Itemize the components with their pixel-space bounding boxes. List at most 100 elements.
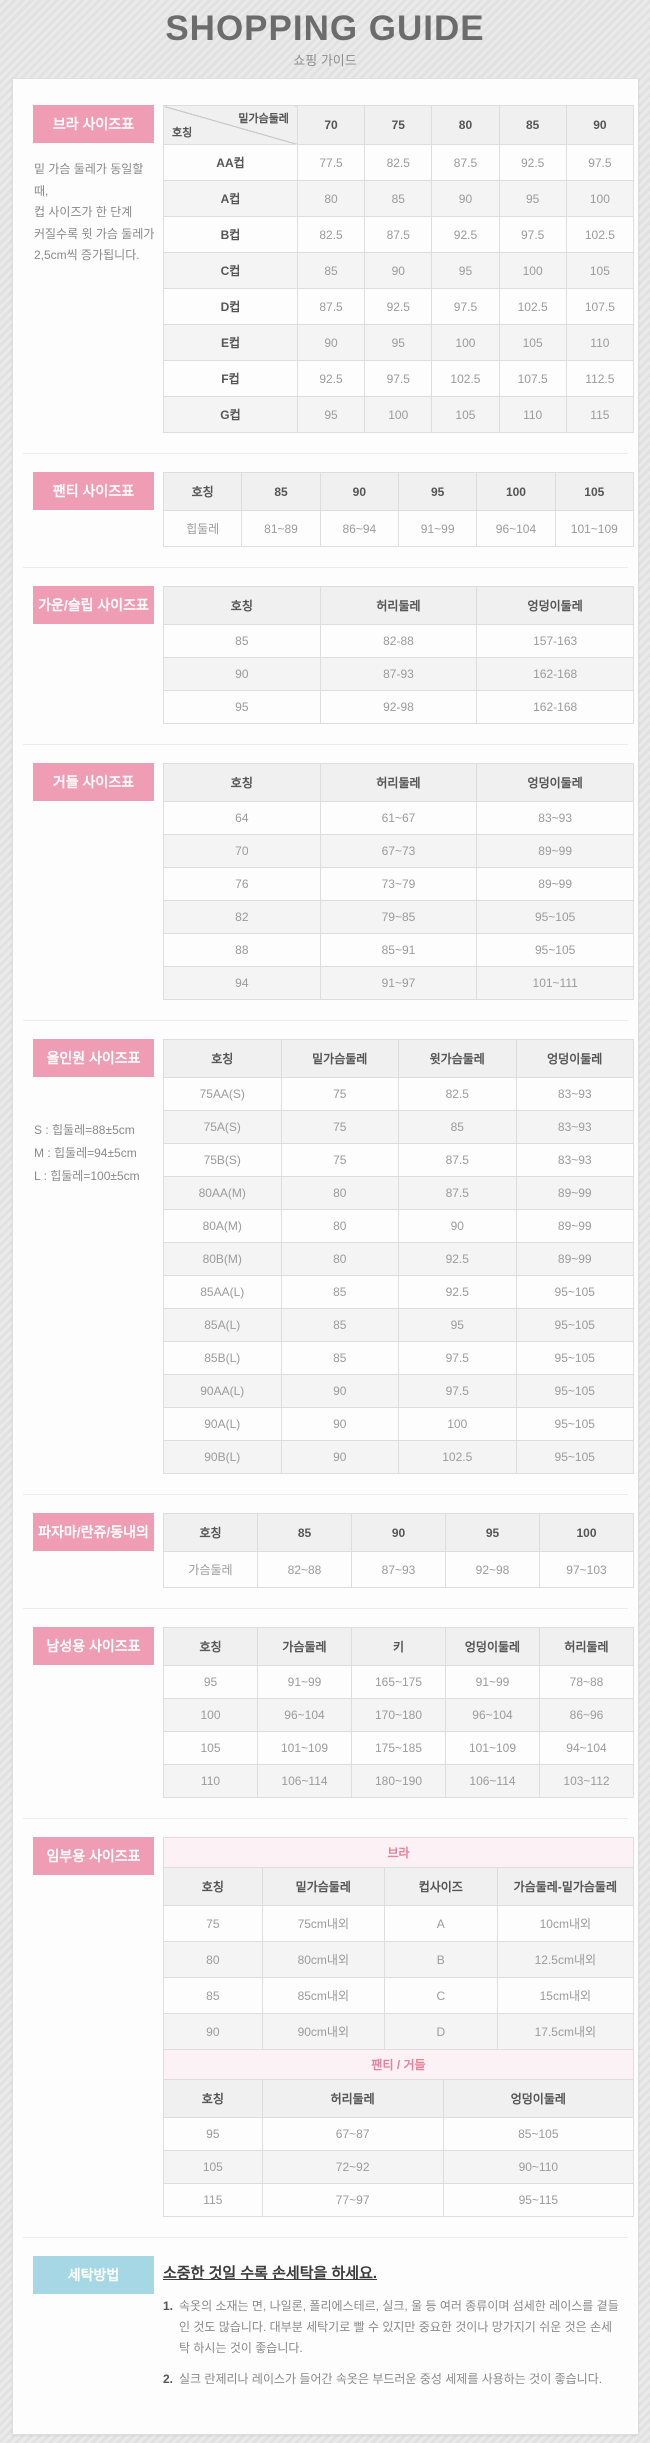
panty-size-table: 호칭 85 90 95 100 105 힙둘레 81~89 86~94 91~99 96~104 1… — [162, 472, 635, 547]
cell-value: 80 — [280, 1242, 399, 1276]
bra-note-line: 2,5cm씩 증가됩니다. — [34, 248, 140, 263]
washing-item: 1. 속옷의 소재는 면, 나일론, 폴리에스테르, 실크, 울 등 여러 종류… — [163, 2296, 620, 2359]
table-row: 76 73~79 89~99 — [163, 867, 634, 901]
cell-value: 100 — [565, 180, 635, 217]
row-label: 90 — [163, 2013, 263, 2050]
cell-value: 90 — [280, 1440, 399, 1474]
cell-value: 82.5 — [296, 216, 366, 253]
cell-value: 87~93 — [351, 1551, 446, 1588]
section-divider — [23, 1494, 628, 1495]
cell-value: 82~88 — [257, 1551, 352, 1588]
column-header: 75 — [364, 105, 433, 145]
content-panel: 브라 사이즈표 밑 가슴 둘레가 동일할 때, 컵 사이즈가 한 단계 커질수록… — [12, 78, 639, 2435]
cell-value: 95 — [498, 180, 567, 217]
row-label: 90B(L) — [163, 1440, 282, 1474]
row-label: B컵 — [163, 216, 298, 253]
cell-value: 106~114 — [257, 1764, 352, 1798]
washing-heading: 소중한 것일 수록 손세탁을 하세요. — [163, 2265, 378, 2282]
section-divider — [23, 567, 628, 568]
cell-value: 165~175 — [351, 1665, 446, 1699]
cell-value: 80cm내외 — [261, 1941, 385, 1978]
cell-value: 95~105 — [515, 1341, 634, 1375]
row-label: 70 — [163, 834, 321, 868]
section-label-panty: 팬티 사이즈표 — [33, 472, 154, 510]
cell-value: 67~73 — [319, 834, 478, 868]
column-header: 가슴둘레-밑가슴둘레 — [496, 1867, 635, 1906]
table-row: 105 72~92 90~110 — [163, 2150, 635, 2184]
cell-value: 106~114 — [445, 1764, 540, 1798]
section-washing-side: 세탁방법 — [13, 2256, 163, 2294]
cell-value: 170~180 — [351, 1698, 446, 1732]
cell-value: 72~92 — [261, 2150, 444, 2184]
table-row: 힙둘레 81~89 86~94 91~99 96~104 101~109 — [162, 510, 635, 547]
table-row: 105 101~109 175~185 101~109 94~104 — [163, 1731, 634, 1765]
column-header: 85 — [498, 105, 567, 145]
column-header: 85 — [257, 1513, 352, 1552]
cell-value: 97.5 — [498, 216, 567, 253]
section-divider — [23, 1818, 628, 1819]
cell-value: 91~97 — [319, 966, 478, 1000]
table-row: D컵 87.5 92.5 97.5 102.5 107.5 — [163, 288, 635, 325]
cell-value: 75 — [280, 1077, 399, 1111]
cell-value: 95~115 — [442, 2183, 635, 2217]
row-label: 80B(M) — [163, 1242, 282, 1276]
cell-value: 92.5 — [296, 360, 366, 397]
cell-value: 81~89 — [241, 510, 321, 547]
cell-value: 90 — [280, 1374, 399, 1408]
maternity-bra-table: 브라 호칭 밑가슴둘레 컵사이즈 가슴둘레-밑가슴둘레 75 75cm내외 A 10cm내외… — [163, 1837, 635, 2050]
cell-value: 86~94 — [319, 510, 399, 547]
bra-note-line: 커질수록 윗 가슴 둘레가 — [34, 226, 155, 241]
cell-value: 75 — [280, 1110, 399, 1144]
column-header: 허리둘레 — [319, 586, 478, 625]
cell-value: 105 — [498, 324, 567, 361]
section-allinone-side: 올인원 사이즈표 S : 힙둘레=88±5cm M : 힙둘레=94±5cm L… — [13, 1039, 163, 1187]
table-row: 90 90cm내외 D 17.5cm내외 — [163, 2013, 635, 2050]
row-label: 가슴둘레 — [163, 1551, 258, 1588]
table-row: 90 87-93 162-168 — [163, 657, 634, 691]
row-label: 75 — [163, 1905, 263, 1942]
cell-value: 95 — [364, 324, 433, 361]
column-header: 호칭 — [163, 2079, 263, 2118]
table-row: 75AA(S) 75 82.5 83~93 — [163, 1077, 634, 1111]
washing-item-number: 2. — [163, 2372, 174, 2386]
table-row: 70 67~73 89~99 — [163, 834, 634, 868]
table-row: 85 85cm내외 C 15cm내외 — [163, 1977, 635, 2014]
allinone-size-table: 호칭 밑가슴둘레 윗가슴둘레 엉덩이둘레 75AA(S) 75 82.5 83~93 75A(… — [163, 1039, 634, 1474]
cell-value: 101~109 — [445, 1731, 540, 1765]
section-maternity: 임부용 사이즈표 브라 호칭 밑가슴둘레 컵사이즈 가슴둘레-밑가슴둘레 75 75cm… — [13, 1819, 638, 2237]
maternity-tables-wrap: 브라 호칭 밑가슴둘레 컵사이즈 가슴둘레-밑가슴둘레 75 75cm내외 A 10cm내외… — [163, 1837, 635, 2217]
washing-item-text: 실크 란제리나 레이스가 들어간 속옷은 부드러운 중성 세제를 사용하는 것이… — [179, 2372, 603, 2386]
table-row: 75 75cm내외 A 10cm내외 — [163, 1905, 635, 1942]
column-header: 90 — [565, 105, 635, 145]
cell-value: 162-168 — [476, 657, 634, 691]
cell-value: 90~110 — [442, 2150, 635, 2184]
cell-value: 85 — [398, 1110, 517, 1144]
section-girdle-side: 거들 사이즈표 — [13, 763, 163, 801]
column-header: 허리둘레 — [539, 1627, 634, 1666]
cell-value: 83~93 — [515, 1077, 634, 1111]
section-pajama-side: 파자마/란쥬/동내의 — [13, 1513, 163, 1551]
gown-size-table-wrap: 호칭 허리둘레 엉덩이둘레 85 82-88 157-163 90 87-93 162-168… — [163, 586, 634, 724]
cell-value: 90 — [398, 1209, 517, 1243]
cell-value: 79~85 — [319, 900, 478, 934]
cell-value: 87-93 — [319, 657, 478, 691]
cell-value: 110 — [498, 396, 567, 433]
cell-value: 97.5 — [364, 360, 433, 397]
column-header: 90 — [351, 1513, 446, 1552]
panty-size-table-wrap: 호칭 85 90 95 100 105 힙둘레 81~89 86~94 91~99 96~104 1… — [162, 472, 635, 547]
row-label: G컵 — [163, 396, 298, 433]
allinone-note-s: S : 힙둘레=88±5cm — [34, 1123, 135, 1137]
table-row: 가슴둘레 82~88 87~93 92~98 97~103 — [163, 1551, 634, 1588]
column-header: 호칭 — [163, 1867, 263, 1906]
allinone-note-l: L : 힙둘레=100±5cm — [34, 1168, 140, 1183]
table-row: 100 96~104 170~180 96~104 86~96 — [163, 1698, 634, 1732]
cell-value: 80 — [296, 180, 366, 217]
cell-value: A — [383, 1905, 498, 1942]
section-label-maternity: 임부용 사이즈표 — [33, 1837, 154, 1875]
table-row: 75B(S) 75 87.5 83~93 — [163, 1143, 634, 1177]
cell-value: 85 — [364, 180, 433, 217]
girdle-size-table-wrap: 호칭 허리둘레 엉덩이둘레 64 61~67 83~93 70 67~73 89~99 76 73… — [163, 763, 634, 1000]
column-header: 90 — [319, 472, 399, 511]
column-header: 키 — [351, 1627, 446, 1666]
column-header: 80 — [431, 105, 500, 145]
